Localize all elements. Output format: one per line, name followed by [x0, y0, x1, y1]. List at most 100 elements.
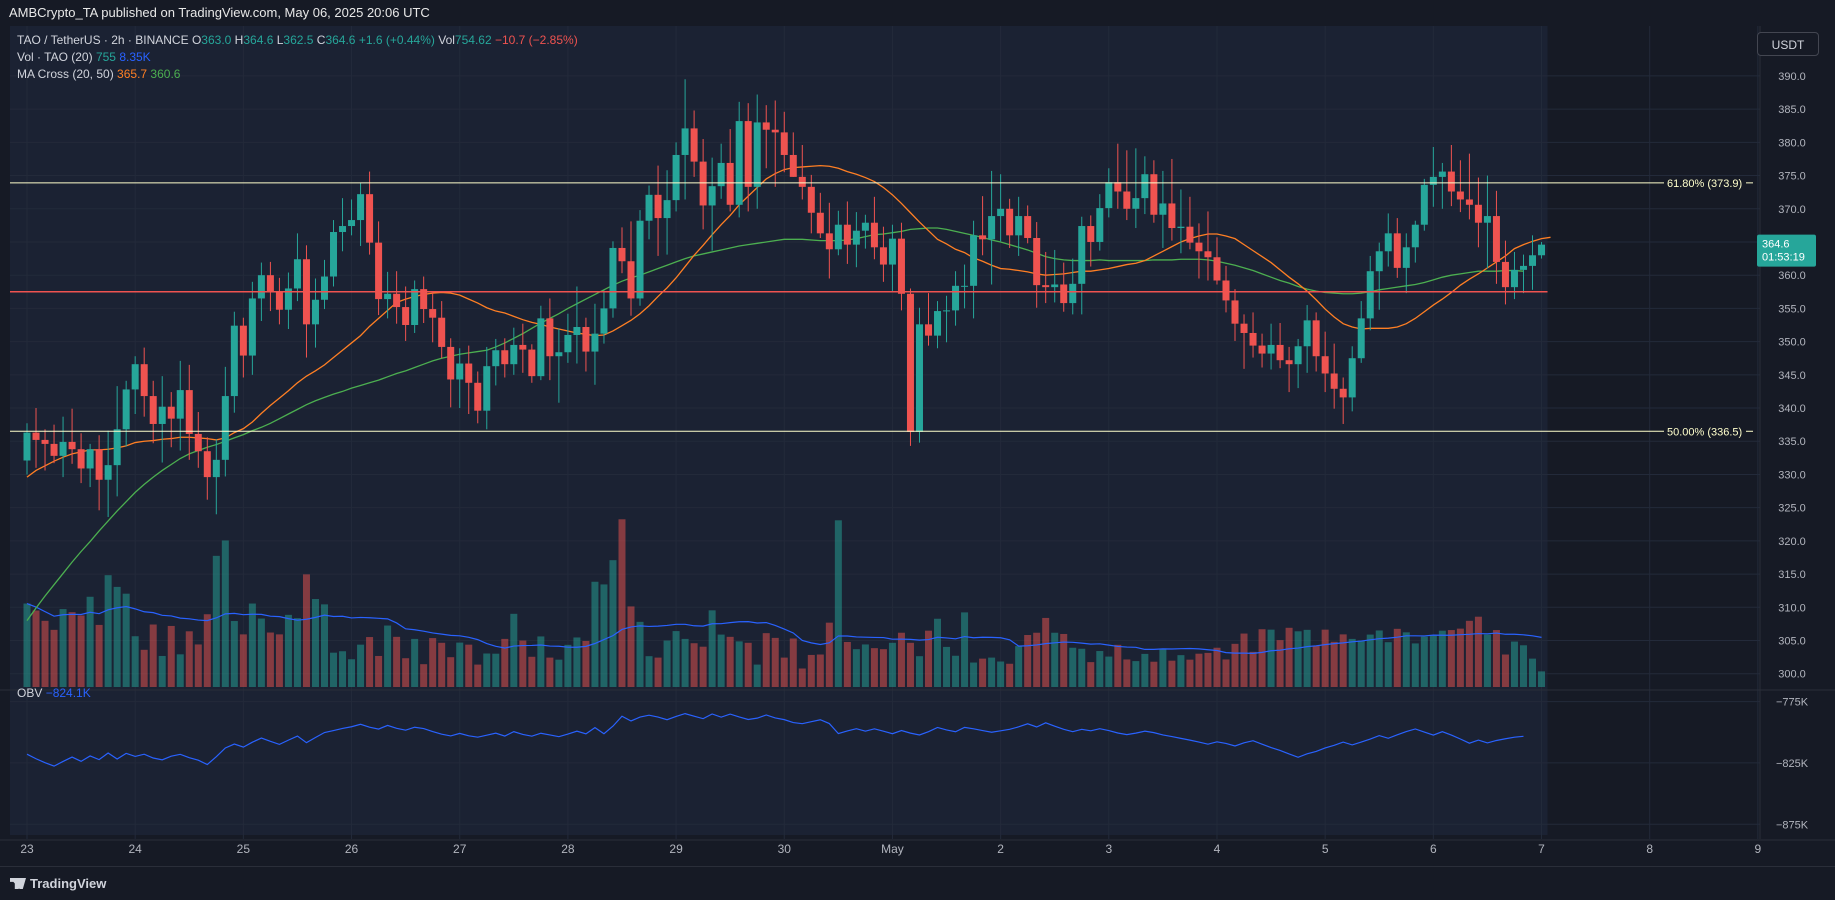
volume-bar [1321, 629, 1329, 687]
candle-body [1447, 171, 1455, 192]
candle-body [708, 186, 716, 206]
obv-tick-label: −825K [1776, 758, 1809, 770]
candle-body [1159, 203, 1167, 215]
candle-body [1294, 346, 1302, 365]
volume-bar [113, 586, 121, 687]
candle-body [158, 406, 166, 424]
tradingview-logo[interactable]: TradingView [10, 876, 106, 891]
vol-label: Vol [438, 33, 455, 47]
ma50-line [26, 227, 1524, 621]
volume-bar [474, 664, 482, 687]
volume-bar [807, 654, 815, 687]
close-value: 364.6 [325, 33, 356, 47]
candle-body [1024, 216, 1032, 238]
volume-bar [1213, 647, 1221, 687]
volume-bar [816, 654, 824, 687]
candle-body [771, 129, 779, 133]
obv-tick-label: −775K [1776, 697, 1809, 709]
symbol-legend[interactable]: TAO / TetherUS · 2h · BINANCE O363.0 H36… [17, 32, 578, 49]
obv-name[interactable]: OBV [17, 686, 43, 700]
candle-body [1330, 373, 1338, 389]
volume-bar [1150, 661, 1158, 687]
price-tick-label: 390.0 [1778, 71, 1806, 83]
candle-body [1276, 344, 1284, 361]
candle-body [1168, 203, 1176, 229]
candle-body [221, 396, 229, 460]
publish-header-text: AMBCrypto_TA published on TradingView.co… [9, 5, 430, 20]
volume-bar [961, 612, 969, 687]
candle-body [897, 238, 905, 294]
candle-body [357, 194, 365, 221]
obv-legend[interactable]: OBV −824.1K [17, 685, 91, 702]
time-tick-label: 23 [20, 842, 34, 856]
candle-body [1384, 233, 1392, 252]
candle-body [744, 121, 752, 187]
volume-indicator-name[interactable]: Vol · TAO (20) [17, 50, 93, 64]
candle-body [681, 128, 689, 155]
volume-bar [681, 638, 689, 687]
candle-body [1240, 323, 1248, 333]
candle-body [59, 441, 67, 456]
volume-ma-line [26, 602, 1542, 654]
time-tick-label: 7 [1538, 842, 1545, 856]
volume-indicator-legend[interactable]: Vol · TAO (20) 755 8.35K [17, 49, 151, 66]
volume-bar [879, 649, 887, 687]
volume-bar [925, 630, 932, 687]
volume-bar [330, 652, 338, 687]
volume-bar [600, 584, 608, 687]
volume-bar [1456, 628, 1464, 687]
candle-body [456, 363, 464, 380]
candle-body [1366, 271, 1374, 319]
volume-bar [68, 612, 76, 687]
volume-bar [717, 634, 725, 687]
candle-body [86, 449, 94, 469]
ma-cross-name[interactable]: MA Cross (20, 50) [17, 67, 114, 81]
volume-bar [1483, 634, 1491, 687]
volume-bar [131, 636, 139, 687]
volume-bar [293, 618, 301, 687]
candle-body [546, 318, 554, 357]
volume-bar [266, 632, 274, 687]
candle-body [1483, 216, 1491, 223]
candle-body [1114, 182, 1122, 192]
candle-body [339, 226, 347, 233]
price-chart[interactable]: 61.80% (373.9)50.00% (336.5)390.0385.038… [0, 26, 1835, 866]
volume-bar [934, 618, 942, 687]
volume-bar [1051, 632, 1059, 687]
volume-bar [1222, 659, 1230, 687]
candle-body [1375, 251, 1383, 272]
volume-bar [1177, 655, 1185, 687]
time-tick-label: 2 [997, 842, 1004, 856]
low-label: L [276, 33, 284, 47]
volume-bar [375, 655, 383, 687]
volume-bar [627, 606, 635, 687]
symbol-name[interactable]: TAO / TetherUS · 2h · BINANCE [17, 33, 189, 47]
volume-bar [672, 631, 680, 687]
currency-button[interactable]: USDT [1757, 32, 1819, 56]
price-tick-label: 315.0 [1778, 569, 1806, 581]
volume-bar [582, 640, 590, 687]
volume-bar [1285, 627, 1293, 687]
volume-bar [1132, 661, 1140, 687]
candle-body [438, 317, 446, 347]
candle-body [1357, 318, 1365, 359]
volume-ma-value: 8.35K [119, 50, 151, 64]
candle-body [934, 311, 942, 336]
candle-body [690, 128, 698, 162]
candle-body [1087, 226, 1095, 242]
volume-bar [1141, 653, 1149, 687]
ma-cross-legend[interactable]: MA Cross (20, 50) 365.7 360.6 [17, 66, 180, 83]
candle-body [1060, 284, 1068, 304]
candle-body [906, 293, 914, 432]
volume-bar [1312, 645, 1320, 687]
volume-bar [95, 624, 103, 687]
current-price-tag[interactable] [1757, 234, 1816, 267]
volume-bar [1168, 660, 1176, 687]
volume-bar [384, 625, 392, 687]
volume-bar [537, 636, 545, 687]
volume-bar [284, 614, 292, 687]
volume-bar [970, 662, 978, 687]
time-tick-label: 5 [1322, 842, 1329, 856]
volume-bar [1411, 643, 1419, 687]
price-tick-label: 300.0 [1778, 669, 1806, 681]
